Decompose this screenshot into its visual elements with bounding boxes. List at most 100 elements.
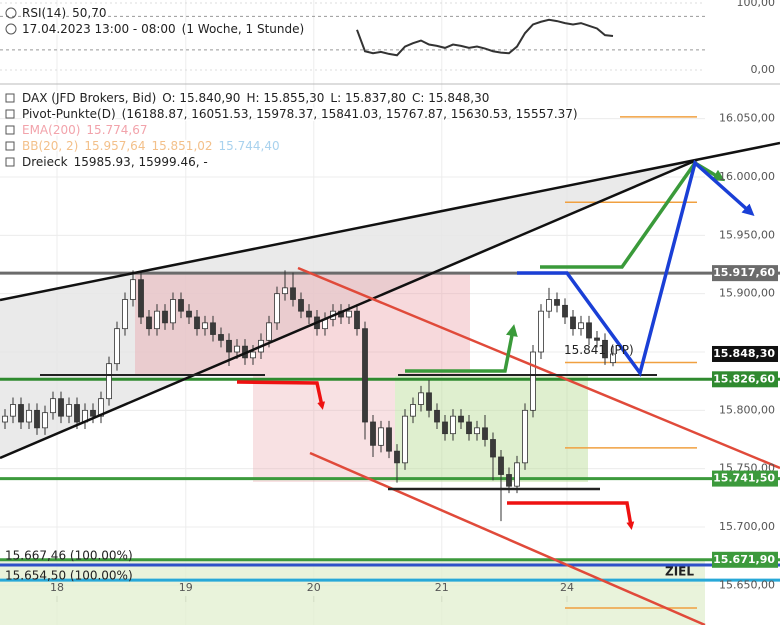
y-tick-label: 16.000,00 xyxy=(719,170,775,183)
candle-body xyxy=(554,299,560,306)
legend-text: RSI(14) xyxy=(22,6,66,20)
price-box-label: 15.671,90 xyxy=(713,553,775,566)
arrow-scenario xyxy=(517,159,755,378)
candle-body xyxy=(378,427,384,446)
legend-icon xyxy=(5,125,15,135)
legend-text: 15.957,64 xyxy=(84,139,145,153)
zone-green xyxy=(395,376,588,482)
candle-body xyxy=(490,439,496,458)
price-box-label: 15.917,60 xyxy=(713,266,775,279)
legend-text: 17.04.2023 13:00 - 08:00 xyxy=(22,22,176,36)
candle-body xyxy=(394,450,400,464)
legend-icon xyxy=(5,109,15,119)
arrow-down xyxy=(507,501,635,530)
candle-body xyxy=(514,462,520,487)
candle-body xyxy=(298,299,304,312)
candle-body xyxy=(354,310,360,330)
candle-body xyxy=(522,409,528,464)
y-tick-label: 0,00 xyxy=(751,63,776,76)
candle-body xyxy=(610,353,616,364)
legend-text: Dreieck xyxy=(22,155,68,169)
legend-entry: RSI(14) 50,70 xyxy=(22,6,107,20)
candle-body xyxy=(362,328,368,423)
candle-body xyxy=(290,287,296,300)
candle-body xyxy=(282,287,288,295)
candle-body xyxy=(250,351,256,359)
legend-text: 15.774,67 xyxy=(86,123,147,137)
x-tick-label: 20 xyxy=(307,581,321,594)
candle-body xyxy=(466,421,472,435)
candle-body xyxy=(106,363,112,400)
x-tick-label: 21 xyxy=(435,581,449,594)
candle-body xyxy=(18,404,24,423)
arrow-up xyxy=(405,324,518,373)
legend-icon xyxy=(5,7,17,19)
candle-body xyxy=(226,339,232,353)
candle-body xyxy=(450,415,456,435)
legend-text: 15985.93, 15999.46, - xyxy=(74,155,208,169)
legend-text: DAX (JFD Brokers, Bid) xyxy=(22,91,156,105)
levels xyxy=(0,116,780,609)
candle-body xyxy=(218,334,224,341)
candle-body xyxy=(546,299,552,312)
target-zone xyxy=(0,560,705,625)
candle-body xyxy=(42,412,48,429)
candle-body xyxy=(346,310,352,318)
candle-body xyxy=(538,310,544,353)
triangle-upper xyxy=(0,141,780,302)
legend-entry: 17.04.2023 13:00 - 08:00 (1 Woche, 1 Stun… xyxy=(22,22,304,36)
legend-text: H: 15.855,30 xyxy=(246,91,324,105)
price-box-label: 15.848,30 xyxy=(713,347,775,360)
candle-body xyxy=(562,304,568,318)
legend-text: BB(20, 2) xyxy=(22,139,78,153)
candle-body xyxy=(194,316,200,330)
y-tick-label: 16.050,00 xyxy=(719,112,775,125)
price-box xyxy=(712,345,778,362)
legend-entry: Dreieck 15985.93, 15999.46, - xyxy=(22,155,208,169)
candle-body xyxy=(202,322,208,330)
candle-body xyxy=(186,310,192,318)
y-tick-label: 15.900,00 xyxy=(719,287,775,300)
candle-body xyxy=(530,351,536,411)
candle-body xyxy=(34,409,40,429)
candle-body xyxy=(114,328,120,365)
candle-body xyxy=(306,310,312,318)
x-tick-label: 19 xyxy=(179,581,193,594)
candle-body xyxy=(594,337,600,341)
legend-text: L: 15.837,80 xyxy=(330,91,406,105)
candle-body xyxy=(410,404,416,417)
candle-body xyxy=(482,427,488,440)
legend-text: (1 Woche, 1 Stunde) xyxy=(182,22,305,36)
legend-text: 15.851,02 xyxy=(151,139,212,153)
candle-body xyxy=(58,398,64,417)
price-box xyxy=(712,265,778,282)
y-tick-label: 15.650,00 xyxy=(719,578,775,591)
price-box xyxy=(712,371,778,388)
legend-text: EMA(200) xyxy=(22,123,80,137)
legend-text: 50,70 xyxy=(72,6,106,20)
candle-body xyxy=(266,322,272,341)
candle-body xyxy=(442,421,448,435)
candle-body xyxy=(74,404,80,423)
zone-pink xyxy=(135,272,470,376)
candle-body xyxy=(458,415,464,423)
candle-body xyxy=(66,404,72,417)
candle-body xyxy=(506,474,512,487)
price-box-label: 15.826,60 xyxy=(713,372,775,385)
price-box-label: 15.741,50 xyxy=(713,472,775,485)
candle-body xyxy=(210,322,216,335)
y-tick-label: 15.700,00 xyxy=(719,520,775,533)
candle-body xyxy=(90,409,96,417)
candle-body xyxy=(162,310,168,324)
candle-body xyxy=(578,322,584,330)
price-box xyxy=(712,470,778,487)
triangle-lower xyxy=(0,158,698,460)
candle-body xyxy=(234,345,240,353)
candle-body xyxy=(26,409,32,423)
legend-icon xyxy=(5,93,15,103)
channel-lower xyxy=(309,451,706,625)
fib-label: 15.667,46 (100.00%) xyxy=(5,548,133,562)
target-label: ZIEL xyxy=(665,565,694,579)
legend-text: Pivot-Punkte(D) xyxy=(22,107,116,121)
